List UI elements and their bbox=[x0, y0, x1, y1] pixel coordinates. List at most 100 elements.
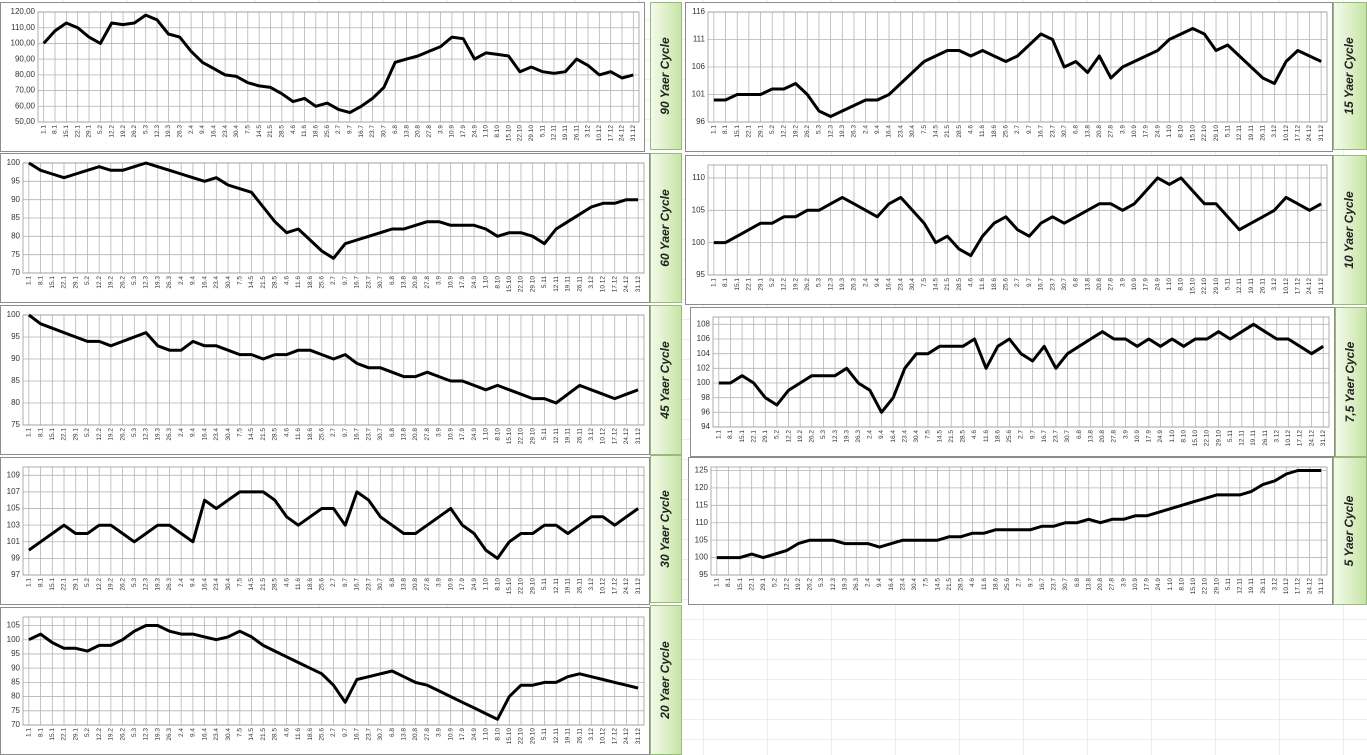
x-tick-label: 26.2 bbox=[809, 430, 816, 443]
x-tick-label: 20.8 bbox=[412, 428, 419, 441]
x-tick-label: 25.6 bbox=[1006, 430, 1013, 443]
y-tick-label: 95 bbox=[11, 649, 20, 658]
x-tick-label: 23.7 bbox=[369, 125, 376, 138]
x-tick-label: 17.12 bbox=[1295, 578, 1302, 595]
y-tick-label: 70 bbox=[11, 268, 20, 277]
x-tick-label: 31.12 bbox=[635, 578, 642, 595]
y-tick-label: 100 bbox=[7, 310, 21, 319]
x-tick-label: 19.2 bbox=[108, 578, 115, 591]
x-tick-label: 27.8 bbox=[424, 728, 431, 741]
x-tick-label: 12.2 bbox=[781, 125, 788, 138]
x-tick-label: 27.8 bbox=[1108, 278, 1115, 291]
y-tick-label: 90,00 bbox=[15, 54, 36, 63]
x-tick-label: 6.8 bbox=[1076, 430, 1083, 439]
x-tick-label: 21.5 bbox=[944, 278, 951, 291]
x-tick-label: 22.10 bbox=[518, 276, 525, 293]
y-tick-label: 110 bbox=[695, 518, 708, 527]
x-tick-label: 12.2 bbox=[96, 578, 103, 591]
x-tick-label: 22.1 bbox=[746, 125, 753, 138]
x-tick-label: 17.9 bbox=[459, 276, 466, 289]
x-tick-label: 1.1 bbox=[711, 125, 718, 134]
x-tick-label: 26.3 bbox=[166, 276, 173, 289]
x-tick-label: 18.6 bbox=[994, 430, 1001, 443]
x-tick-label: 9.7 bbox=[342, 428, 349, 437]
y-tick-label: 100 bbox=[692, 238, 706, 247]
x-tick-label: 30.4 bbox=[909, 278, 916, 291]
x-tick-label: 1.1 bbox=[40, 125, 47, 134]
x-tick-label: 25.6 bbox=[319, 276, 326, 289]
x-tick-label: 4.6 bbox=[283, 578, 290, 587]
y-tick-label: 102 bbox=[697, 363, 711, 372]
x-tick-label: 26.3 bbox=[851, 125, 858, 138]
x-tick-label: 20.8 bbox=[412, 578, 419, 591]
x-tick-label: 26.11 bbox=[573, 125, 580, 141]
x-tick-label: 6.8 bbox=[389, 728, 396, 737]
x-tick-label: 28.5 bbox=[279, 125, 286, 138]
x-tick-label: 9.4 bbox=[199, 125, 206, 134]
x-tick-label: 15.1 bbox=[734, 125, 741, 138]
y-tick-label: 105 bbox=[695, 535, 709, 544]
chart-title: 30 Yaer Cycle bbox=[658, 490, 672, 568]
x-tick-label: 12.11 bbox=[551, 125, 558, 141]
x-tick-label: 17.12 bbox=[1297, 430, 1304, 447]
x-tick-label: 8.10 bbox=[494, 578, 501, 591]
x-tick-label: 6.8 bbox=[389, 276, 396, 285]
x-tick-label: 8.10 bbox=[494, 125, 501, 138]
x-tick-label: 13.8 bbox=[401, 276, 408, 289]
x-tick-label: 10.12 bbox=[1283, 278, 1290, 295]
x-tick-label: 30.7 bbox=[1061, 278, 1068, 291]
x-tick-label: 15.1 bbox=[739, 430, 746, 443]
x-tick-label: 25.6 bbox=[1003, 278, 1010, 291]
x-tick-label: 23.7 bbox=[365, 578, 372, 591]
x-tick-label: 18.6 bbox=[307, 578, 314, 591]
x-tick-label: 9.7 bbox=[1026, 125, 1033, 134]
x-tick-label: 17.9 bbox=[459, 728, 466, 741]
x-tick-label: 15.1 bbox=[63, 125, 70, 138]
y-tick-label: 96 bbox=[696, 117, 705, 126]
x-tick-label: 30.4 bbox=[225, 428, 232, 441]
x-tick-label: 12.11 bbox=[1237, 578, 1244, 594]
x-tick-label: 3.12 bbox=[1271, 125, 1278, 138]
x-tick-label: 4.6 bbox=[968, 125, 975, 134]
x-tick-label: 5.3 bbox=[131, 428, 138, 437]
x-tick-label: 16.4 bbox=[201, 578, 208, 591]
x-tick-label: 29.10 bbox=[529, 276, 536, 293]
x-tick-label: 26.2 bbox=[804, 278, 811, 291]
y-tick-label: 125 bbox=[695, 466, 709, 475]
x-tick-label: 19.3 bbox=[154, 276, 161, 289]
x-tick-label: 23.4 bbox=[213, 728, 220, 741]
y-tick-label: 85 bbox=[11, 213, 20, 222]
chart-frame bbox=[690, 307, 1335, 457]
x-tick-label: 8.1 bbox=[37, 428, 44, 437]
x-tick-label: 3.12 bbox=[585, 125, 592, 138]
x-tick-label: 16.7 bbox=[1041, 430, 1048, 443]
x-tick-label: 6.8 bbox=[1073, 125, 1080, 134]
x-tick-label: 5.3 bbox=[142, 125, 149, 134]
x-tick-label: 1.1 bbox=[26, 428, 33, 437]
x-tick-label: 24.12 bbox=[619, 125, 626, 142]
x-tick-label: 11.6 bbox=[295, 578, 302, 591]
x-tick-label: 17.9 bbox=[1144, 578, 1151, 591]
x-tick-label: 1.1 bbox=[26, 728, 33, 737]
x-tick-label: 17.12 bbox=[611, 276, 618, 293]
title-box bbox=[650, 2, 682, 150]
x-tick-label: 16.4 bbox=[210, 125, 217, 138]
x-tick-label: 17.9 bbox=[459, 428, 466, 441]
x-tick-label: 25.6 bbox=[1003, 125, 1010, 138]
x-tick-label: 5.3 bbox=[818, 578, 825, 587]
x-tick-label: 24.9 bbox=[471, 125, 478, 138]
x-tick-label: 21.5 bbox=[267, 125, 274, 138]
x-tick-label: 6.8 bbox=[389, 428, 396, 437]
x-tick-label: 16.7 bbox=[1038, 278, 1045, 291]
x-tick-label: 29.10 bbox=[1213, 578, 1220, 595]
x-tick-label: 3.12 bbox=[1271, 578, 1278, 591]
x-tick-label: 1.10 bbox=[483, 125, 490, 138]
x-tick-label: 4.6 bbox=[968, 278, 975, 287]
y-tick-label: 107 bbox=[7, 487, 21, 496]
x-tick-label: 26.3 bbox=[853, 578, 860, 591]
x-tick-label: 29.10 bbox=[1213, 278, 1220, 295]
x-tick-label: 15.1 bbox=[49, 276, 56, 289]
x-tick-label: 21.5 bbox=[946, 578, 953, 591]
